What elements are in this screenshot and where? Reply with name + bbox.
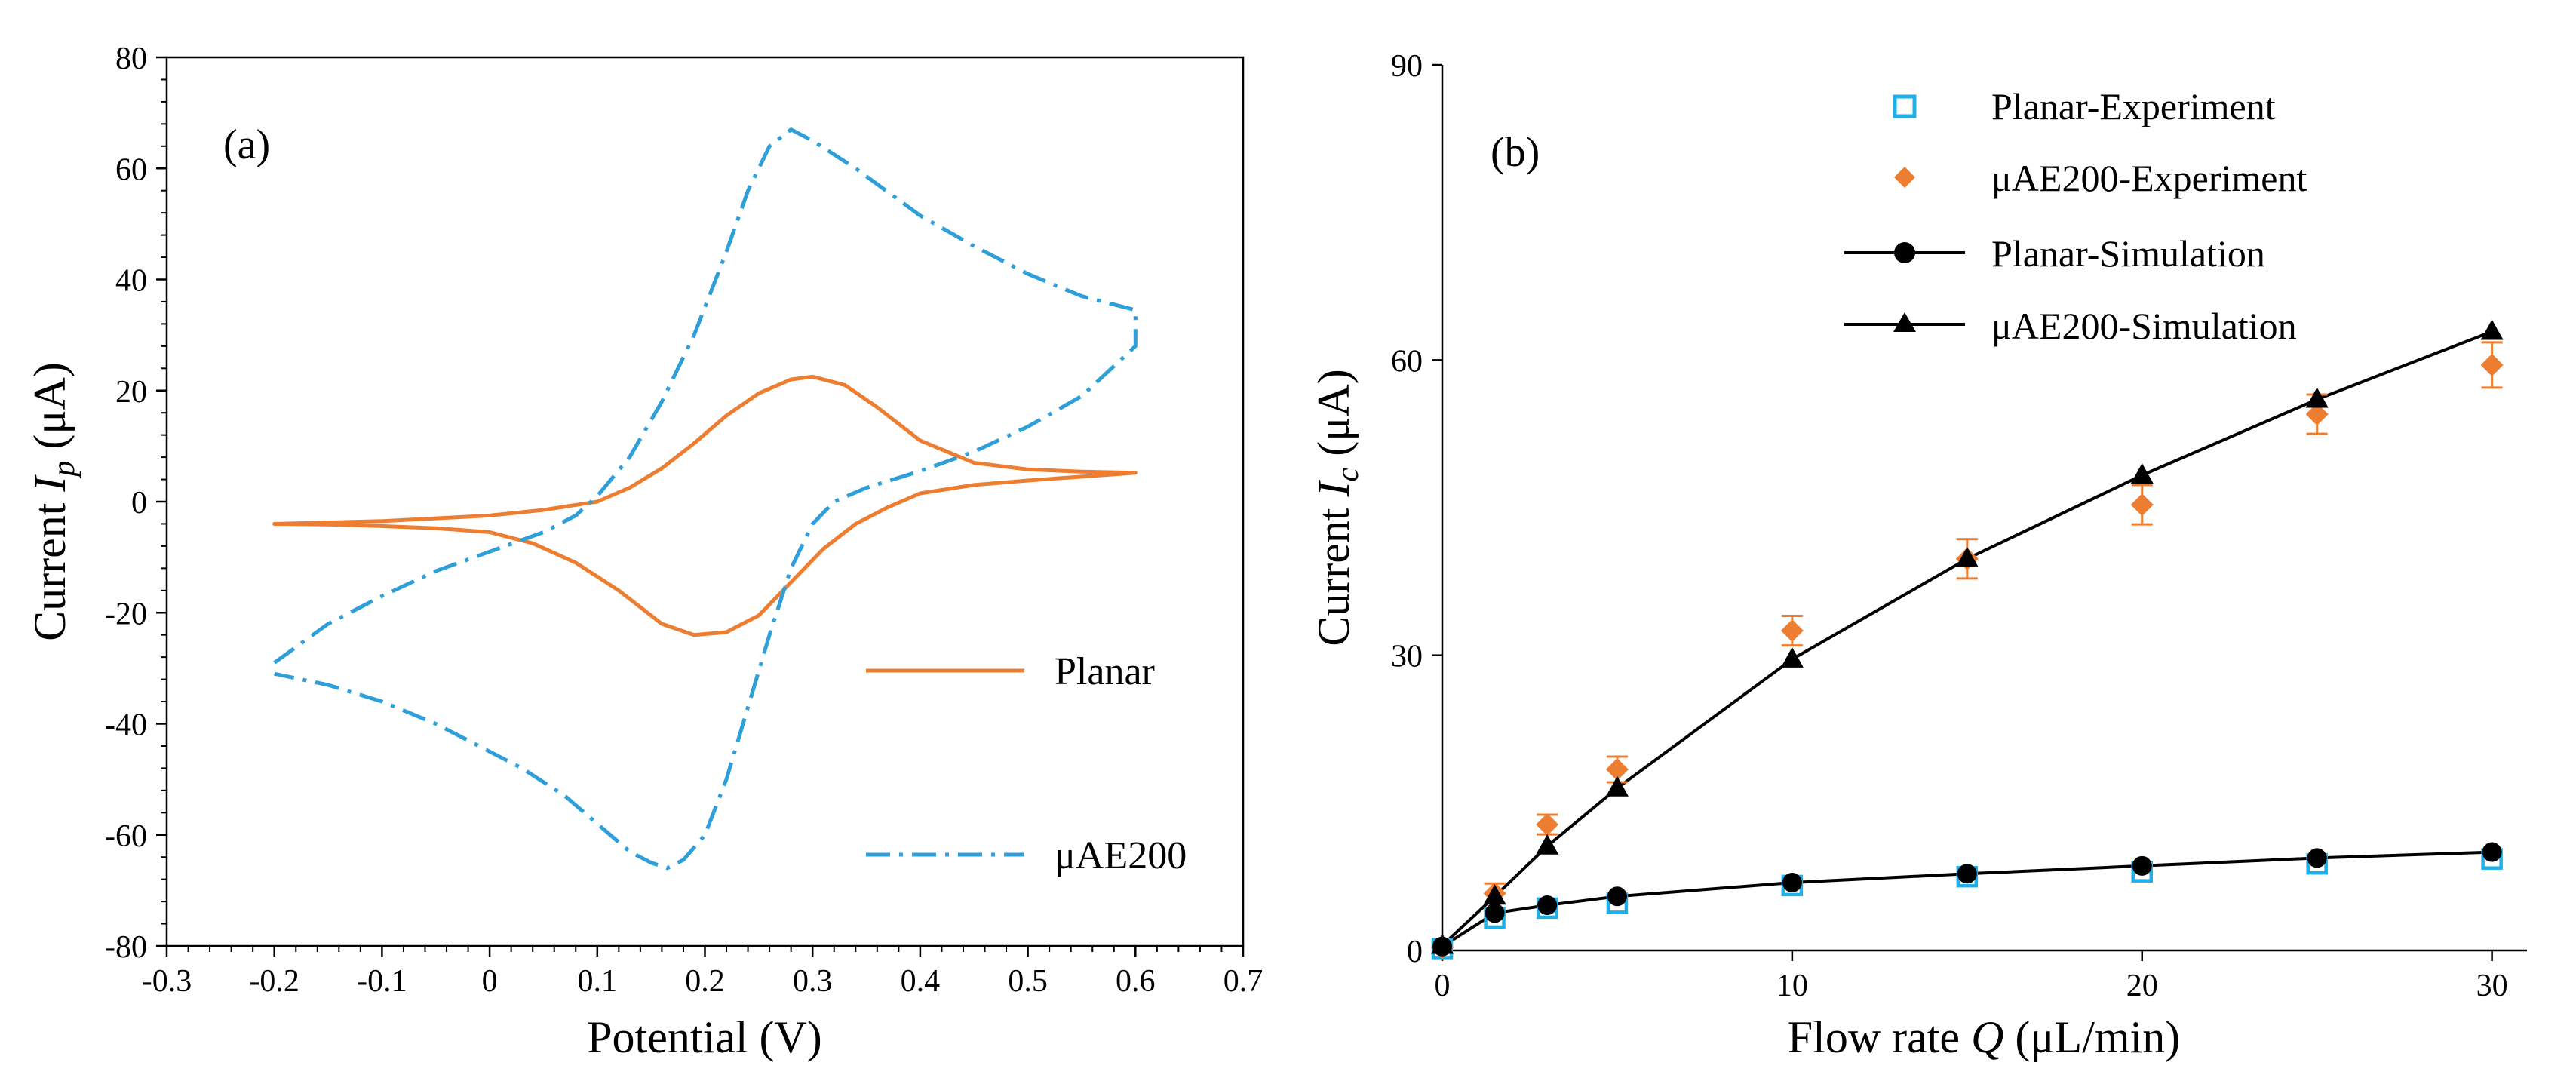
panel-a-legend: Planar μAE200 (866, 650, 1187, 877)
panel-b-y-label-sub: c (1331, 467, 1365, 481)
legend-planar-simulation-label: Planar-Simulation (1991, 232, 2265, 275)
panel-a-y-tick-label: -20 (105, 597, 147, 631)
panel-b-y-label-prefix: Current (1309, 496, 1359, 646)
panel-a-y-label-unit: (μA) (25, 362, 75, 460)
panel-a-x-tick-label: 0.5 (1008, 964, 1048, 999)
panel-a-y-tick-label: 60 (115, 152, 147, 187)
panel-a-y-label-var: I (25, 474, 75, 493)
panel-b-y-tick-label: 60 (1391, 344, 1423, 379)
uae200-experiment-point (1605, 757, 1629, 781)
panel-b-x-label-unit: (μL/min) (2003, 1012, 2180, 1062)
legend-uae200-experiment-label: μAE200-Experiment (1991, 157, 2307, 199)
panel-a-x-tick-label: 0.2 (685, 964, 725, 999)
panel-b-y-tick-label: 0 (1407, 935, 1423, 969)
panel-b-x-tick-label: 0 (1435, 969, 1451, 1003)
panel-a-y-tick-label: 80 (115, 41, 147, 76)
panel-a-y-tick-label: 0 (131, 486, 147, 521)
legend-planar-experiment-marker (1893, 94, 1917, 118)
panel-a-ticks: -80 -60 -40 -20 0 20 40 60 80 -0.3 -0.2 -0.1 0 0.1 0.2… (105, 41, 1263, 999)
uae200-simulation-point (1955, 546, 1979, 567)
panel-b-x-label-var: Q (1971, 1012, 2003, 1062)
panel-b-legend: Planar-Experiment μAE200-Experiment Plan… (1844, 85, 2307, 347)
panel-a-y-tick-label: 20 (115, 375, 147, 410)
panel-b-x-tick-label: 30 (2476, 969, 2508, 1003)
panel-a-x-tick-label: 0.3 (793, 964, 833, 999)
panel-a-y-tick-label: 40 (115, 264, 147, 299)
uae200-experiment-point (2305, 403, 2329, 426)
uae200-simulation-point (1605, 775, 1629, 797)
panel-b-ticks: 0 30 60 90 0 10 20 30 (1391, 49, 2508, 1003)
panel-b-x-axis-label: Flow rate Q (μL/min) (1788, 1012, 2180, 1062)
legend-planar-label: Planar (1055, 650, 1155, 693)
panel-a-cyclic-voltammogram: -80 -60 -40 -20 0 20 40 60 80 -0.3 -0.2 -0.1 0 0.1 0.2… (25, 41, 1263, 1062)
panel-b-y-tick-label: 90 (1391, 49, 1423, 84)
series-line-planar (272, 374, 1138, 637)
panel-a-y-label-sub: p (47, 461, 81, 479)
planar-simulation-point (1782, 872, 1802, 892)
panel-b-x-tick-label: 20 (2126, 969, 2158, 1003)
panel-b-y-tick-label: 30 (1391, 640, 1423, 674)
planar-simulation-point (2307, 848, 2327, 868)
panel-a-x-tick-label: -0.3 (142, 964, 192, 999)
panel-b-x-tick-label: 10 (1776, 969, 1808, 1003)
panel-a-series (272, 127, 1138, 871)
panel-b-x-label-prefix: Flow rate (1788, 1012, 1971, 1062)
series-line-uae200 (273, 127, 1138, 871)
planar-simulation-point (1485, 903, 1505, 923)
legend-planar-experiment-label: Planar-Experiment (1991, 85, 2276, 127)
panel-b-y-axis-label: Current Ic (μA) (1309, 369, 1365, 646)
uae200-simulation-point (1780, 646, 1804, 668)
panel-a-y-tick-label: -40 (105, 708, 147, 743)
panel-a-plot-frame (165, 56, 1245, 947)
panel-a-y-label-prefix: Current (25, 492, 75, 641)
uae200-simulation-point (2480, 319, 2504, 340)
panel-a-x-tick-label: 0 (482, 964, 498, 999)
panel-a-x-axis-label: Potential (V) (587, 1012, 822, 1062)
legend-planar-simulation-marker (1894, 242, 1915, 263)
panel-b-label: (b) (1491, 129, 1540, 176)
planar-simulation-point (1537, 895, 1558, 915)
panel-b-y-label-var: I (1309, 479, 1359, 497)
planar-simulation-point (1607, 886, 1627, 907)
panel-b-y-label-unit: (μA) (1309, 369, 1359, 467)
panel-a-label: (a) (223, 121, 270, 168)
legend-uae200-experiment-marker (1894, 167, 1915, 188)
panel-b-series (1431, 319, 2504, 960)
panel-a-x-tick-label: 0.1 (578, 964, 618, 999)
panel-a-x-tick-label: 0.4 (901, 964, 941, 999)
planar-simulation-point (2132, 855, 2152, 876)
uae200-experiment-point (1780, 619, 1804, 643)
series-line-uae200-simulation (1441, 330, 2493, 947)
uae200-simulation-point (1536, 834, 1559, 855)
panel-a-y-tick-label: -60 (105, 819, 147, 854)
uae200-simulation-point (1483, 884, 1506, 905)
legend-uae200-simulation-label: μAE200-Simulation (1991, 305, 2297, 347)
uae200-experiment-point (1536, 813, 1559, 837)
uae200-simulation-point (2305, 387, 2329, 408)
panel-a-x-tick-label: -0.1 (357, 964, 407, 999)
panel-a-x-tick-label: -0.2 (249, 964, 299, 999)
uae200-experiment-point (2130, 493, 2154, 517)
planar-simulation-point (2482, 842, 2502, 862)
uae200-simulation-point (2130, 462, 2154, 484)
panel-a-x-tick-label: 0.7 (1224, 964, 1263, 999)
legend-uae200-simulation-marker (1893, 312, 1916, 332)
panel-a-y-axis-label: Current Ip (μA) (25, 362, 81, 641)
uae200-experiment-point (2480, 353, 2504, 376)
panel-a-y-tick-label: -80 (105, 930, 147, 965)
panel-a-x-tick-label: 0.6 (1116, 964, 1156, 999)
uae200-simulation-point (1431, 933, 1454, 954)
legend-uae200-label: μAE200 (1055, 834, 1187, 877)
planar-simulation-point (1957, 864, 1977, 884)
